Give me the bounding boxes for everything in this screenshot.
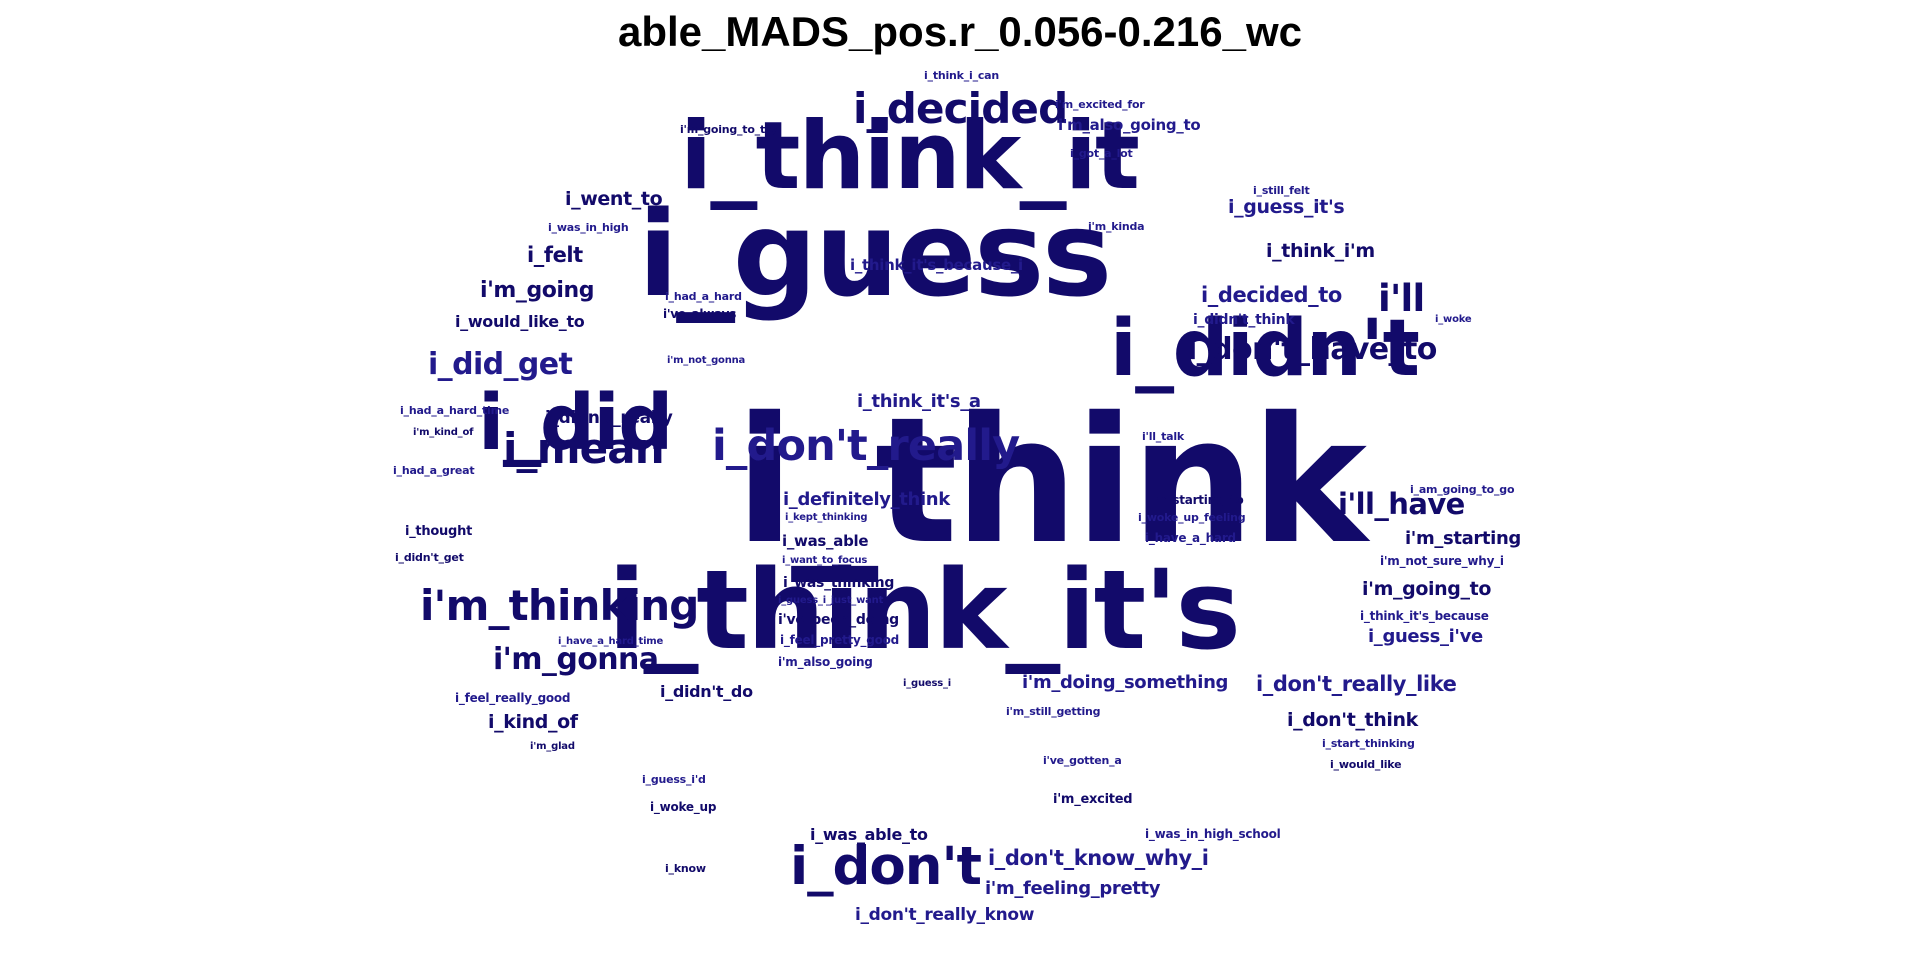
cloud-word: i_didn't_get <box>395 551 464 564</box>
cloud-word: i_start_thinking <box>1322 737 1415 750</box>
cloud-word: i_woke <box>1435 314 1472 325</box>
cloud-word: i'm_not_gonna <box>667 355 746 366</box>
cloud-word: i_mean <box>503 424 665 473</box>
cloud-word: i'm_not_sure_why_i <box>1380 554 1504 568</box>
cloud-word: i_think_i_can <box>924 69 999 82</box>
cloud-word: i'm_doing_something <box>1022 672 1229 693</box>
cloud-word: i_don't_really_like <box>1256 672 1457 696</box>
cloud-word: i_decided_to <box>1201 283 1342 307</box>
cloud-word: i'm_kind_of <box>413 427 474 438</box>
cloud-word: i_guess_i've <box>1368 626 1483 647</box>
cloud-word: i'm_gonna <box>493 642 659 677</box>
cloud-word: i_was_thinking <box>783 575 895 591</box>
cloud-word: i've_always <box>663 307 737 321</box>
cloud-word: i'm_starting <box>1405 528 1521 549</box>
cloud-word: i_guess_it's <box>1228 196 1345 218</box>
cloud-word: i_think_it's_because <box>1360 609 1489 623</box>
cloud-word: i_think_it's <box>608 546 1241 674</box>
cloud-word: i_feel_pretty_good <box>780 633 900 647</box>
cloud-word: i_didn't <box>1110 304 1420 394</box>
cloud-word: i_had_a_hard_time <box>400 404 510 417</box>
cloud-word: i_kind_of <box>488 711 578 733</box>
cloud-word: i_decided <box>853 84 1068 133</box>
cloud-word: i_didn't_do <box>660 682 753 701</box>
cloud-word: i_would_like_to <box>455 312 585 331</box>
cloud-word: i_think_i'm <box>1266 240 1375 262</box>
cloud-word: i_got_a_lot <box>1070 147 1133 160</box>
cloud-word: i'm_excited <box>1053 792 1133 807</box>
cloud-word: i_was_in_high_school <box>1145 827 1281 841</box>
cloud-word: i've_been_doing <box>778 612 899 628</box>
cloud-word: i_have_a_hard_time <box>558 636 664 647</box>
cloud-word: i_don't_really_know <box>855 905 1035 925</box>
cloud-word: i_have_a_hard <box>1145 531 1236 545</box>
cloud-word: i_was_able_to <box>810 825 928 844</box>
cloud-word: i_guess_i_just_want <box>778 595 884 606</box>
cloud-word: i_did_get <box>428 347 573 382</box>
cloud-word: i_thought <box>405 524 473 539</box>
cloud-word: i'm_thinking <box>420 581 699 630</box>
cloud-word: i_know <box>665 862 706 875</box>
cloud-word: i_think_it's_a <box>857 391 981 412</box>
cloud-word: i_guess_i'd <box>642 773 706 786</box>
cloud-word: i_definitely_think <box>783 489 950 510</box>
cloud-word: i_was_able <box>782 532 869 550</box>
cloud-word: i_felt <box>527 243 583 267</box>
cloud-word: i_didn't_really <box>545 408 673 428</box>
cloud-word: i_had_a_hard <box>665 290 742 303</box>
cloud-word: i_didn't_think <box>1193 312 1295 328</box>
cloud-word: i'm_also_going_to <box>1058 116 1201 134</box>
cloud-word: i_don't <box>790 836 982 897</box>
cloud-word: i_did <box>478 379 673 468</box>
cloud-word: i_don't_know_why_i <box>988 846 1209 870</box>
chart-title: able_MADS_pos.r_0.056-0.216_wc <box>617 8 1303 55</box>
cloud-word: i'm_kinda <box>1088 220 1145 233</box>
cloud-word: i_want_to_focus <box>782 555 868 566</box>
cloud-word: i'm_starting_to <box>1147 493 1244 507</box>
cloud-word: i_was_in_high <box>548 221 629 234</box>
cloud-word: i_woke_up_feeling <box>1138 511 1246 524</box>
cloud-word: i've_gotten_a <box>1043 754 1122 767</box>
cloud-word: i_went_to <box>565 188 663 210</box>
cloud-word: i_am_going_to_go <box>1410 483 1515 496</box>
cloud-word: i_would_like <box>1330 758 1402 771</box>
cloud-word: i_think_it's_because_i <box>850 256 1023 274</box>
cloud-word: i_don't_have_to <box>1187 332 1437 367</box>
cloud-word: i'm_glad <box>530 741 575 752</box>
cloud-word: i_guess_i <box>903 678 952 689</box>
cloud-word: i'll <box>1378 277 1425 320</box>
cloud-word: i_think <box>735 380 1367 583</box>
cloud-word: i_kept_thinking <box>785 512 868 523</box>
cloud-word: i_guess <box>638 185 1112 323</box>
cloud-word: i'm_also_going <box>778 655 873 669</box>
cloud-word: i_woke_up <box>650 800 717 814</box>
cloud-word: i_don't_think <box>1287 709 1418 731</box>
cloud-word: i_still_felt <box>1253 184 1310 197</box>
cloud-word: i'm_still_getting <box>1006 705 1101 718</box>
cloud-word: i'll_talk <box>1142 430 1184 443</box>
cloud-word: i'm_going_to_try <box>680 123 778 136</box>
cloud-word: i_think_it <box>680 102 1140 211</box>
cloud-word: i_feel_really_good <box>455 691 571 705</box>
cloud-word: i'm_going <box>480 278 595 303</box>
cloud-word: i'm_going_to <box>1362 578 1491 600</box>
cloud-word: i'm_excited_for <box>1055 98 1145 111</box>
cloud-word: i'm_feeling_pretty <box>985 878 1161 899</box>
cloud-word: i'll_have <box>1338 487 1465 521</box>
cloud-word: i_had_a_great <box>393 464 475 477</box>
cloud-word: i_don't_really <box>712 421 1020 471</box>
